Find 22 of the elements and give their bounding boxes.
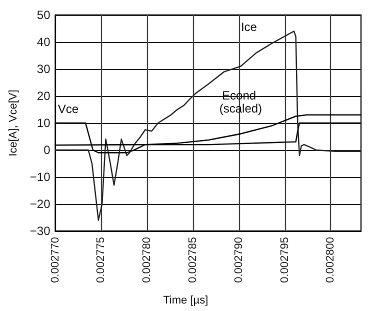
x-tick-label: 0.002770	[49, 237, 62, 283]
y-tick-label: −20	[30, 197, 51, 211]
series-label: Ice	[240, 20, 258, 34]
y-tick-label: 30	[36, 62, 51, 76]
y-tick-label: 10	[36, 116, 51, 130]
x-axis-title: Time [µs]	[163, 294, 208, 306]
x-tick-label: 0.002780	[141, 237, 154, 283]
x-tick-label: 0.002775	[95, 237, 108, 283]
y-tick-label: 40	[36, 35, 51, 49]
y-tick-label: 50	[36, 8, 51, 22]
y-tick-label: −10	[30, 170, 51, 184]
x-tick-label: 0.002785	[186, 237, 199, 283]
y-tick-label: 0	[44, 143, 51, 157]
y-tick-label: −30	[30, 224, 51, 238]
y-axis-title: Ice[A], Vce[V]	[8, 90, 20, 156]
line-series	[54, 30, 362, 221]
x-tick-label: 0.002800	[324, 237, 337, 283]
series-label: Vce	[58, 102, 79, 116]
y-tick-label: 20	[36, 89, 51, 103]
x-tick-label: 0.002795	[278, 237, 291, 283]
line-series	[54, 114, 362, 146]
x-tick-label: 0.002790	[232, 237, 245, 283]
